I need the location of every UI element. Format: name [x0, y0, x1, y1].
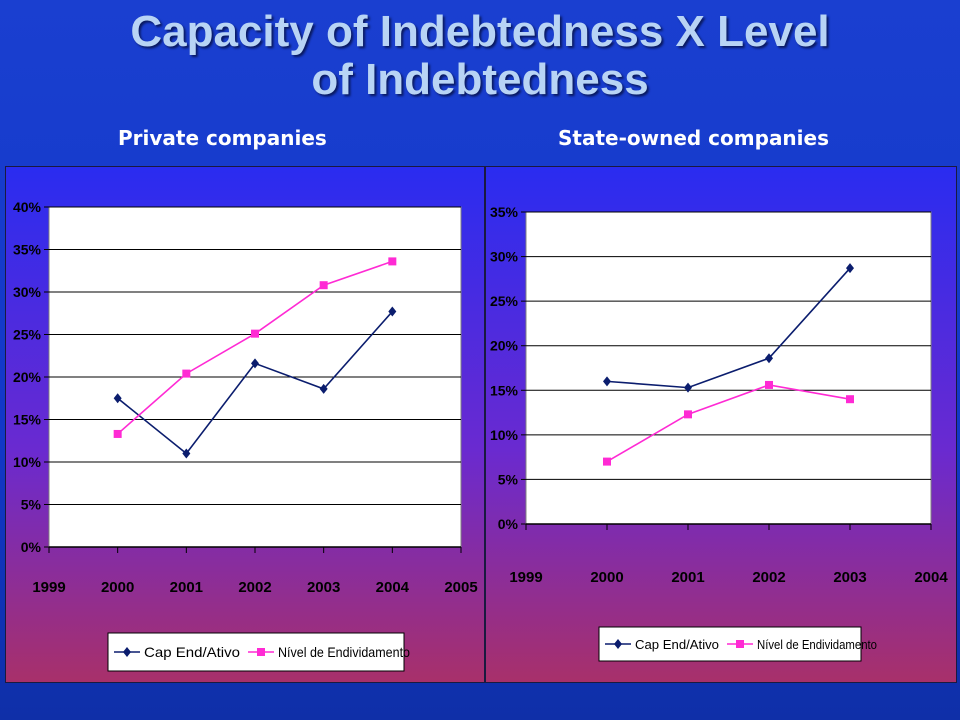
subtitle-private: Private companies: [118, 126, 327, 150]
data-point: [388, 306, 397, 317]
legend-label: Cap End/Ativo: [635, 637, 719, 652]
y-tick-label: 15%: [490, 382, 519, 398]
x-tick-label: 2000: [590, 569, 623, 586]
x-tick-label: 2002: [238, 579, 271, 596]
data-point: [846, 263, 854, 274]
data-point: [684, 410, 692, 419]
y-tick-label: 0%: [21, 539, 42, 555]
y-tick-label: 0%: [498, 516, 519, 532]
slide-title-line2: of Indebtedness: [311, 55, 649, 104]
y-tick-label: 20%: [490, 338, 519, 354]
data-point: [319, 281, 328, 290]
data-point: [251, 358, 259, 369]
legend-swatch-marker: [257, 648, 265, 656]
y-tick-label: 10%: [13, 454, 42, 470]
chart-private: 0% 5% 10% 15% 20% 25% 30% 35% 40% 1999 2000 2001 200…: [6, 167, 484, 682]
data-point: [113, 429, 122, 438]
legend-label: Nível de Endividamento: [278, 644, 410, 660]
x-tick-label: 2001: [671, 569, 704, 586]
chart-panel-private: 0% 5% 10% 15% 20% 25% 30% 35% 40% 1999 2000 2001 200…: [5, 166, 485, 683]
y-tick-label: 30%: [13, 284, 42, 300]
subtitle-state-owned: State-owned companies: [558, 126, 829, 150]
y-tick-label: 25%: [13, 327, 42, 343]
y-tick-label: 20%: [13, 369, 42, 385]
data-point: [603, 376, 611, 387]
data-point: [684, 382, 692, 393]
x-tick-label: 2005: [444, 579, 477, 596]
data-point: [765, 380, 773, 389]
x-tick-label: 2004: [914, 569, 948, 586]
x-tick-label: 2003: [307, 579, 340, 596]
data-point: [388, 257, 397, 266]
y-tick-label: 25%: [490, 293, 519, 309]
legend-swatch-marker: [614, 639, 622, 649]
data-point: [319, 383, 328, 394]
x-tick-label: 1999: [509, 569, 542, 586]
x-tick-label: 2003: [833, 569, 866, 586]
x-tick-label: 2000: [101, 579, 134, 596]
data-point: [182, 369, 191, 378]
data-point: [113, 393, 122, 404]
legend-swatch-marker: [123, 647, 131, 657]
slide-title: Capacity of Indebtedness X Level of Inde…: [0, 8, 960, 104]
y-tick-label: 40%: [13, 199, 42, 215]
series-line: [606, 267, 851, 389]
x-tick-label: 2002: [752, 569, 785, 586]
chart-state-owned: 0% 5% 10% 15% 20% 25% 30% 35% 1999 2000 2001 2002 20…: [486, 167, 956, 682]
y-tick-label: 10%: [490, 427, 519, 443]
x-tick-label: 1999: [32, 579, 65, 596]
slide-title-line1: Capacity of Indebtedness X Level: [130, 7, 830, 56]
data-point: [846, 395, 854, 404]
x-tick-label: 2004: [376, 579, 410, 596]
chart-panel-state-owned: 0% 5% 10% 15% 20% 25% 30% 35% 1999 2000 2001 2002 20…: [485, 166, 957, 683]
data-point: [251, 329, 259, 338]
plot-area: [525, 211, 932, 525]
legend-label: Nível de Endividamento: [757, 637, 877, 652]
y-tick-label: 35%: [490, 204, 519, 220]
legend-label: Cap End/Ativo: [144, 644, 240, 660]
x-tick-label: 2001: [170, 579, 203, 596]
y-tick-label: 5%: [21, 497, 42, 513]
data-point: [603, 457, 611, 466]
y-tick-label: 15%: [13, 412, 42, 428]
y-tick-label: 30%: [490, 249, 519, 265]
series-line: [606, 384, 851, 463]
legend-swatch-marker: [736, 640, 744, 648]
data-point: [182, 448, 191, 459]
y-tick-label: 35%: [13, 242, 42, 258]
y-tick-label: 5%: [498, 471, 519, 487]
data-point: [765, 353, 773, 364]
